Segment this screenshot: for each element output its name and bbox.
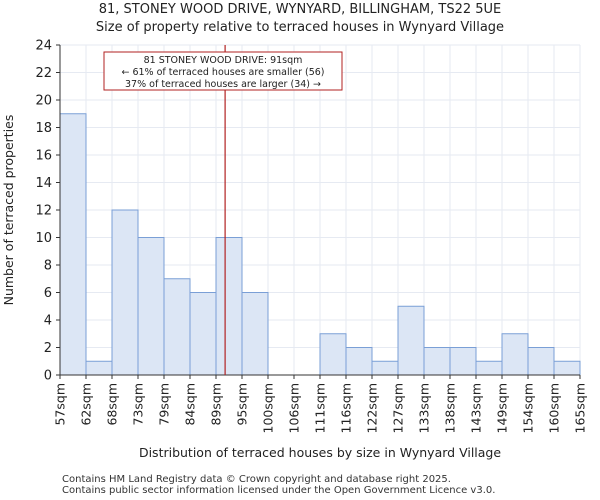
x-tick-label: 165sqm xyxy=(573,383,588,433)
bar xyxy=(345,347,373,376)
annotation-box xyxy=(103,51,343,91)
y-axis-title: Number of terraced properties xyxy=(1,115,16,306)
bar xyxy=(59,113,87,376)
x-axis-title: Distribution of terraced houses by size … xyxy=(139,445,501,460)
y-tick-label: 20 xyxy=(35,94,52,109)
bar xyxy=(527,347,555,376)
y-tick-label: 16 xyxy=(35,149,52,164)
y-tick-label: 22 xyxy=(35,66,52,81)
x-tick-label: 106sqm xyxy=(287,383,302,433)
x-tick-label: 95sqm xyxy=(235,383,250,426)
x-tick-label: 127sqm xyxy=(391,383,406,433)
annotation-label: 81 STONEY WOOD DRIVE: 91sqm xyxy=(144,55,303,66)
bar xyxy=(111,209,139,376)
bar xyxy=(137,237,165,376)
y-tick-label: 0 xyxy=(44,369,52,384)
x-tick-label: 62sqm xyxy=(79,383,94,426)
y-tick-label: 12 xyxy=(35,204,52,219)
y-tick-label: 2 xyxy=(44,341,52,356)
bar xyxy=(319,333,347,376)
x-tick-label: 79sqm xyxy=(157,383,172,426)
bar xyxy=(85,360,113,376)
x-tick-label: 133sqm xyxy=(417,383,432,433)
footer-copyright: Contains HM Land Registry data © Crown c… xyxy=(62,474,451,485)
bar xyxy=(189,292,217,376)
y-tick-label: 14 xyxy=(35,176,52,191)
annotation-larger: 37% of terraced houses are larger (34) → xyxy=(125,79,321,90)
x-tick-label: 57sqm xyxy=(53,383,68,426)
x-tick-label: 111sqm xyxy=(313,383,328,433)
y-tick-label: 6 xyxy=(44,286,52,301)
x-tick-label: 84sqm xyxy=(183,383,198,426)
bar xyxy=(553,360,581,376)
y-tick-label: 10 xyxy=(35,231,52,246)
y-tick-label: 18 xyxy=(35,121,52,136)
x-tick-label: 116sqm xyxy=(339,383,354,433)
x-tick-label: 143sqm xyxy=(469,383,484,433)
x-tick-label: 68sqm xyxy=(105,383,120,426)
footer-licence: Contains public sector information licen… xyxy=(62,485,496,496)
x-tick-label: 100sqm xyxy=(261,383,276,433)
y-tick-label: 4 xyxy=(44,314,52,329)
bar xyxy=(449,347,477,376)
chart-title: Size of property relative to terraced ho… xyxy=(95,20,505,35)
bar xyxy=(215,237,243,376)
x-tick-label: 154sqm xyxy=(521,383,536,433)
bar xyxy=(397,305,425,376)
x-tick-label: 73sqm xyxy=(131,383,146,426)
x-tick-label: 138sqm xyxy=(443,383,458,433)
x-tick-label: 122sqm xyxy=(365,383,380,433)
bar xyxy=(163,278,191,376)
chart-title-address: 81, STONEY WOOD DRIVE, WYNYARD, BILLINGH… xyxy=(98,2,502,17)
x-tick-label: 149sqm xyxy=(495,383,510,433)
bar xyxy=(501,333,529,376)
bar xyxy=(423,347,451,376)
x-tick-label: 160sqm xyxy=(547,383,562,433)
y-tick-label: 8 xyxy=(44,259,52,274)
bar xyxy=(241,292,269,376)
annotation-smaller: ← 61% of terraced houses are smaller (56… xyxy=(121,67,324,78)
y-tick-label: 24 xyxy=(35,39,52,54)
bar xyxy=(475,360,503,376)
x-tick-label: 89sqm xyxy=(209,383,224,426)
bar xyxy=(371,360,399,376)
